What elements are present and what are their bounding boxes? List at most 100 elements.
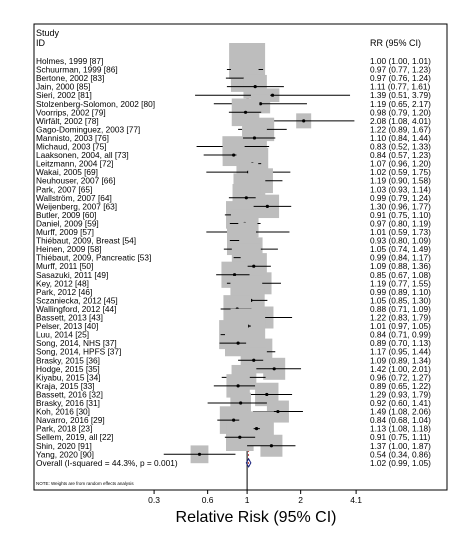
- study-rows: Holmes, 1999 [87] 1.00 (1.00, 1.01) Schuur…: [36, 43, 431, 490]
- study-ci-text: 0.83 (0.52, 1.33): [370, 142, 431, 152]
- study-ci-text: 1.19 (0.77, 1.55): [370, 278, 431, 288]
- study-ci-text: 0.92 (0.60, 1.41): [370, 398, 431, 408]
- study-label: Bassett, 2013 [43]: [36, 313, 103, 323]
- study-ci-text: 1.05 (0.74, 1.49): [370, 244, 431, 254]
- header-id: ID: [36, 38, 46, 48]
- study-label: Jain, 2000 [85]: [36, 82, 90, 92]
- study-ci-text: 1.01 (0.59, 1.73): [370, 227, 431, 237]
- study-ci-text: 1.29 (0.93, 1.79): [370, 389, 431, 399]
- study-label: Neuhouser, 2007 [66]: [36, 176, 115, 186]
- point-estimate: [197, 452, 202, 456]
- point-estimate: [253, 85, 257, 89]
- study-ci-text: 1.17 (0.95, 1.44): [370, 347, 431, 357]
- point-estimate: [265, 204, 269, 208]
- study-label: Wakai, 2005 [69]: [36, 167, 98, 177]
- study-label: Key, 2012 [48]: [36, 278, 89, 288]
- study-ci-text: 1.42 (1.00, 2.01): [370, 364, 431, 374]
- study-ci-text: 0.85 (0.67, 1.08): [370, 270, 431, 280]
- study-ci-text: 1.39 (0.51, 3.79): [370, 90, 431, 100]
- study-label: Sellem, 2019, all [22]: [36, 432, 113, 442]
- study-label: Sczaniecka, 2012 [45]: [36, 295, 118, 305]
- study-row: Jain, 2000 [85] 1.11 (0.77, 1.61): [36, 74, 431, 99]
- study-ci-text: 1.30 (0.96, 1.77): [370, 201, 431, 211]
- study-label: Koh, 2016 [30]: [36, 407, 90, 417]
- point-estimate: [244, 196, 248, 200]
- study-label: Bertone, 2002 [83]: [36, 73, 104, 83]
- study-label: Brasky, 2015 [36]: [36, 355, 100, 365]
- point-estimate: [232, 153, 236, 157]
- study-ci-text: 0.98 (0.79, 1.20): [370, 107, 431, 117]
- overall-row: Overall (I-squared = 44.3%, p = 0.001) 1.…: [36, 457, 431, 468]
- point-estimate: [258, 102, 263, 106]
- x-axis: 0.3 0.6 1 2 4.1: [148, 489, 362, 505]
- study-label: Thiébaut, 2009, Pancreatic [53]: [36, 253, 151, 263]
- study-row: Kraja, 2015 [33] 0.89 (0.65, 1.22): [36, 374, 431, 398]
- point-estimate: [252, 358, 256, 362]
- study-ci-text: 0.89 (0.70, 1.13): [370, 338, 431, 348]
- study-label: Laaksonen, 2004, all [73]: [36, 150, 129, 160]
- study-ci-text: 1.13 (1.08, 1.18): [370, 424, 431, 434]
- point-estimate: [239, 401, 243, 405]
- study-label: Brasky, 2016 [31]: [36, 398, 100, 408]
- x-tick-label: 0.6: [202, 495, 214, 505]
- study-ci-text: 1.19 (0.90, 1.58): [370, 176, 431, 186]
- point-estimate: [270, 93, 275, 97]
- study-ci-text: 1.49 (1.08, 2.06): [370, 407, 431, 417]
- study-label: Gago-Dominguez, 2003 [77]: [36, 124, 140, 134]
- study-label: Luu, 2014 [25]: [36, 330, 89, 340]
- study-ci-text: 0.91 (0.75, 1.10): [370, 210, 431, 220]
- study-row: Hodge, 2015 [35] 1.42 (1.00, 2.01): [36, 357, 431, 380]
- study-label: Kraja, 2015 [33]: [36, 381, 95, 391]
- study-ci-text: 1.02 (0.59, 1.75): [370, 167, 431, 177]
- study-row: Weijenberg, 2007 [63] 1.30 (0.96, 1.77): [36, 194, 431, 219]
- study-ci-text: 0.88 (0.71, 1.09): [370, 304, 431, 314]
- study-label: Leitzmann, 2004 [72]: [36, 159, 114, 169]
- study-label: Bassett, 2016 [32]: [36, 389, 103, 399]
- study-ci-text: 1.01 (0.97, 1.05): [370, 321, 431, 331]
- study-ci-text: 1.19 (0.65, 2.17): [370, 99, 431, 109]
- point-estimate: [269, 444, 274, 448]
- study-label: Mannisto, 2003 [76]: [36, 133, 109, 143]
- point-estimate: [236, 341, 240, 345]
- study-ci-text: 0.96 (0.72, 1.27): [370, 372, 431, 382]
- header-rr: RR (95% CI): [370, 38, 421, 48]
- overall-diamond: [245, 457, 252, 468]
- x-tick-label: 4.1: [350, 495, 362, 505]
- study-label: Butler, 2009 [60]: [36, 210, 96, 220]
- study-label: Heinen, 2009 [58]: [36, 244, 102, 254]
- study-row: Yang, 2020 [90] 0.54 (0.34, 0.86): [36, 445, 431, 464]
- study-ci-text: 0.97 (0.77, 1.23): [370, 65, 431, 75]
- study-row: Voorrips, 2002 [79] 0.98 (0.79, 1.20): [36, 98, 431, 127]
- study-label: Wallingford, 2012 [44]: [36, 304, 116, 314]
- point-estimate: [254, 427, 259, 431]
- x-axis-label: Relative Risk (95% CI): [176, 509, 337, 526]
- point-estimate: [238, 435, 242, 439]
- study-ci-text: 0.84 (0.71, 0.99): [370, 330, 431, 340]
- point-estimate: [236, 384, 240, 388]
- study-ci-text: 0.93 (0.80, 1.09): [370, 236, 431, 246]
- study-ci-text: 1.11 (0.77, 1.61): [370, 82, 431, 92]
- study-ci-text: 1.03 (0.93, 1.14): [370, 184, 431, 194]
- study-label: Wallström, 2007 [64]: [36, 193, 112, 203]
- study-ci-text: 0.99 (0.89, 1.10): [370, 287, 431, 297]
- study-label: Wirfält, 2002 [78]: [36, 116, 99, 126]
- study-label: Voorrips, 2002 [79]: [36, 107, 106, 117]
- study-ci-text: 1.22 (0.89, 1.67): [370, 124, 431, 134]
- point-estimate: [232, 418, 236, 422]
- study-label: Navarro, 2016 [29]: [36, 415, 105, 425]
- point-estimate: [272, 367, 276, 371]
- study-label: Yang, 2020 [90]: [36, 449, 94, 459]
- study-label: Song, 2014, HPFS [37]: [36, 347, 121, 357]
- study-ci-text: 1.37 (1.00, 1.87): [370, 441, 431, 451]
- study-label: Song, 2014, NHS [37]: [36, 338, 117, 348]
- study-label: Daniel, 2009 [59]: [36, 218, 99, 228]
- overall-label: Overall (I-squared = 44.3%, p = 0.001): [36, 458, 178, 468]
- point-estimate: [252, 264, 256, 268]
- study-ci-text: 0.84 (0.68, 1.04): [370, 415, 431, 425]
- overall-ci-text: 1.02 (0.99, 1.05): [370, 458, 431, 468]
- study-ci-text: 1.09 (0.88, 1.36): [370, 261, 431, 271]
- study-label: Weijenberg, 2007 [63]: [36, 201, 117, 211]
- study-ci-text: 1.00 (1.00, 1.01): [370, 56, 431, 66]
- study-ci-text: 0.99 (0.79, 1.24): [370, 193, 431, 203]
- study-label: Holmes, 1999 [87]: [36, 56, 103, 66]
